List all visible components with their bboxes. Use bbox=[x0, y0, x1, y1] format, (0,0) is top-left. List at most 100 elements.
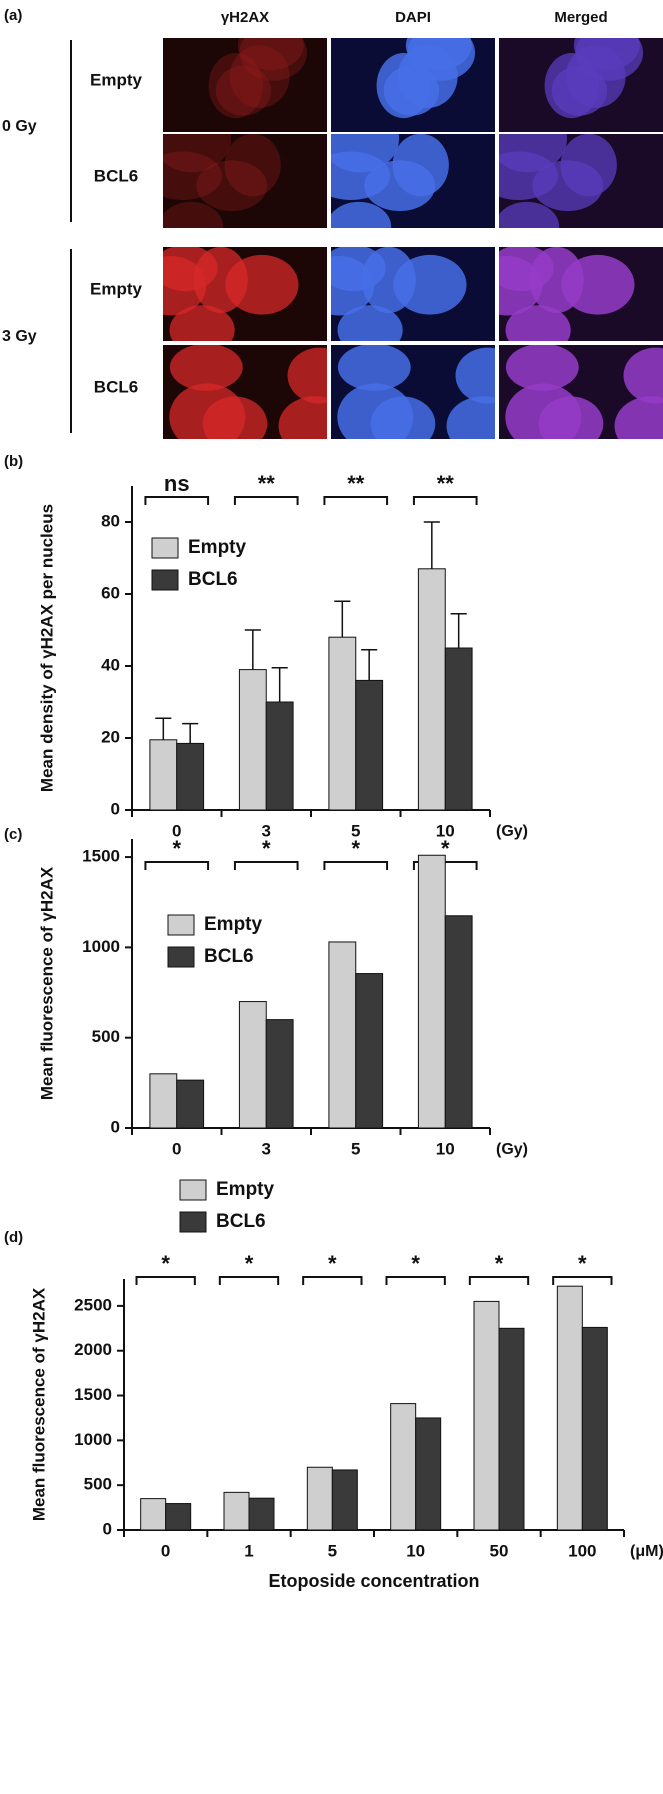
nucleus bbox=[196, 160, 268, 212]
row-label: BCL6 bbox=[94, 377, 138, 396]
x-unit: (Gy) bbox=[496, 1141, 528, 1158]
legend-label: Empty bbox=[216, 1179, 275, 1200]
nucleus bbox=[505, 383, 582, 439]
legend-label: BCL6 bbox=[188, 569, 238, 590]
significance-label: ** bbox=[347, 471, 365, 496]
nuclei bbox=[376, 38, 476, 119]
x-unit: (Gy) bbox=[496, 823, 528, 840]
significance-bracket bbox=[468, 1276, 530, 1285]
significance-bracket bbox=[144, 861, 210, 870]
nucleus bbox=[392, 134, 449, 197]
y-axis-label: Mean density of γH2AX per nucleus bbox=[37, 504, 56, 792]
bar bbox=[498, 1327, 525, 1531]
micrograph bbox=[331, 345, 495, 439]
y-tick-label: 2000 bbox=[74, 1340, 112, 1359]
bar bbox=[223, 1491, 250, 1531]
legend-swatch bbox=[151, 537, 179, 559]
error-bar bbox=[361, 649, 378, 681]
micrograph bbox=[499, 247, 663, 341]
bar bbox=[328, 636, 357, 811]
nucleus bbox=[337, 305, 403, 341]
micrograph bbox=[163, 247, 327, 341]
nucleus bbox=[239, 38, 308, 81]
x-tick-label: 3 bbox=[262, 821, 271, 840]
nuclei bbox=[163, 247, 299, 341]
y-axis-label: Mean fluorescence of γH2AX bbox=[37, 866, 56, 1100]
y-tick-label: 40 bbox=[101, 655, 120, 674]
nucleus bbox=[561, 254, 635, 315]
panel-label: (c) bbox=[4, 826, 22, 843]
micrograph-bg bbox=[163, 38, 327, 132]
nucleus bbox=[287, 347, 327, 404]
x-tick-label: 3 bbox=[262, 1139, 271, 1158]
legend-swatch bbox=[179, 1211, 207, 1233]
micrograph bbox=[499, 134, 663, 228]
bar bbox=[238, 669, 267, 811]
nucleus bbox=[225, 254, 299, 315]
x-tick-label: 50 bbox=[490, 1541, 509, 1560]
nucleus bbox=[614, 396, 663, 439]
bar bbox=[417, 854, 446, 1129]
bar bbox=[248, 1497, 275, 1531]
x-tick-label: 5 bbox=[328, 1541, 337, 1560]
error-bar bbox=[244, 629, 261, 670]
nucleus bbox=[208, 53, 263, 119]
y-tick-label: 1000 bbox=[82, 937, 120, 956]
nuclei bbox=[169, 345, 327, 439]
error-bar bbox=[423, 521, 440, 569]
nuclei bbox=[499, 247, 635, 341]
significance-bracket bbox=[323, 861, 389, 870]
nuclei bbox=[505, 345, 663, 439]
x-tick-label: 100 bbox=[568, 1541, 596, 1560]
micrograph bbox=[331, 247, 495, 341]
x-tick-label: 0 bbox=[172, 821, 181, 840]
micrograph bbox=[163, 134, 327, 228]
row-label: Empty bbox=[90, 70, 143, 89]
nucleus bbox=[163, 151, 223, 201]
nucleus bbox=[505, 305, 571, 341]
error-bar bbox=[182, 722, 199, 744]
column-header: Merged bbox=[554, 9, 607, 26]
significance-label: ** bbox=[437, 471, 455, 496]
y-tick-label: 80 bbox=[101, 511, 120, 530]
x-tick-label: 5 bbox=[351, 1139, 360, 1158]
bar bbox=[238, 1001, 267, 1129]
nucleus bbox=[499, 201, 560, 228]
panel-label: (d) bbox=[4, 1229, 23, 1246]
dose-label: 0 Gy bbox=[2, 118, 37, 135]
nucleus bbox=[278, 396, 327, 439]
significance-label: * bbox=[578, 1251, 587, 1276]
bar bbox=[328, 941, 357, 1129]
significance-label: * bbox=[245, 1251, 254, 1276]
bar bbox=[556, 1285, 583, 1531]
micrograph bbox=[163, 38, 327, 132]
y-tick-label: 60 bbox=[101, 583, 120, 602]
bar bbox=[581, 1326, 608, 1531]
nucleus bbox=[331, 255, 375, 316]
significance-label: ** bbox=[258, 471, 276, 496]
bar bbox=[444, 915, 473, 1129]
nuclei bbox=[163, 134, 281, 228]
significance-label: * bbox=[351, 836, 360, 861]
x-axis-label: Etoposide concentration bbox=[268, 1571, 479, 1591]
nucleus bbox=[337, 383, 414, 439]
nucleus bbox=[560, 134, 617, 197]
nucleus bbox=[623, 347, 663, 404]
nucleus bbox=[169, 305, 235, 341]
x-tick-label: 5 bbox=[351, 821, 360, 840]
micrograph bbox=[499, 38, 663, 132]
nucleus bbox=[499, 255, 543, 316]
legend-swatch bbox=[167, 946, 195, 968]
legend-label: Empty bbox=[188, 537, 247, 558]
x-tick-label: 0 bbox=[172, 1139, 181, 1158]
bar bbox=[473, 1300, 500, 1531]
legend-swatch bbox=[151, 569, 179, 591]
significance-label: * bbox=[495, 1251, 504, 1276]
dose-label: 3 Gy bbox=[2, 328, 37, 345]
y-tick-label: 2500 bbox=[74, 1295, 112, 1314]
nucleus bbox=[505, 345, 579, 391]
error-bar bbox=[155, 717, 172, 740]
significance-label: * bbox=[262, 836, 271, 861]
bar bbox=[417, 568, 446, 811]
bar bbox=[415, 1417, 442, 1531]
